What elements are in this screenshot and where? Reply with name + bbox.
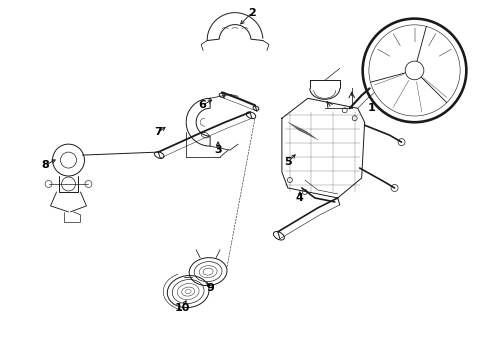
Text: 5: 5 xyxy=(284,157,292,167)
Text: 8: 8 xyxy=(42,160,49,170)
Text: 2: 2 xyxy=(248,8,256,18)
Text: 9: 9 xyxy=(206,283,214,293)
Text: 1: 1 xyxy=(368,103,375,113)
Text: 10: 10 xyxy=(174,302,190,312)
Text: 3: 3 xyxy=(214,145,222,155)
Text: 6: 6 xyxy=(198,100,206,110)
Text: 7: 7 xyxy=(154,127,162,137)
Text: 4: 4 xyxy=(296,193,304,203)
